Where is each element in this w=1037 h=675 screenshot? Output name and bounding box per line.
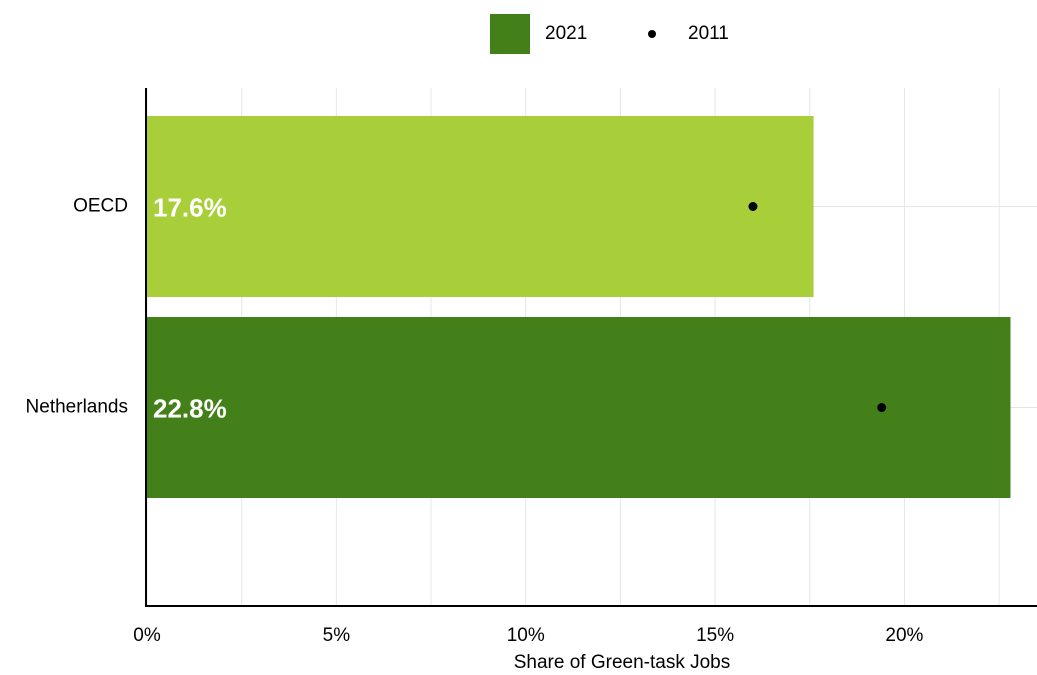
bar-value-label: 17.6%: [153, 192, 227, 222]
x-tick-label: 15%: [696, 625, 734, 646]
legend-label: 2011: [688, 23, 729, 44]
x-axis-title: Share of Green-task Jobs: [514, 652, 731, 673]
y-tick-label: Netherlands: [26, 397, 128, 418]
bar: [147, 317, 1011, 498]
x-tick-label: 0%: [133, 625, 161, 646]
legend-swatch: [490, 14, 530, 54]
x-tick-label: 20%: [885, 625, 923, 646]
y-tick-label: OECD: [73, 196, 128, 217]
x-tick-label: 5%: [323, 625, 351, 646]
bar-value-label: 22.8%: [153, 393, 227, 423]
dot: [748, 202, 758, 211]
legend-label: 2021: [545, 23, 587, 44]
legend-dot: [648, 30, 656, 38]
bar: [147, 116, 814, 297]
dot: [877, 403, 887, 412]
x-tick-label: 10%: [507, 625, 545, 646]
